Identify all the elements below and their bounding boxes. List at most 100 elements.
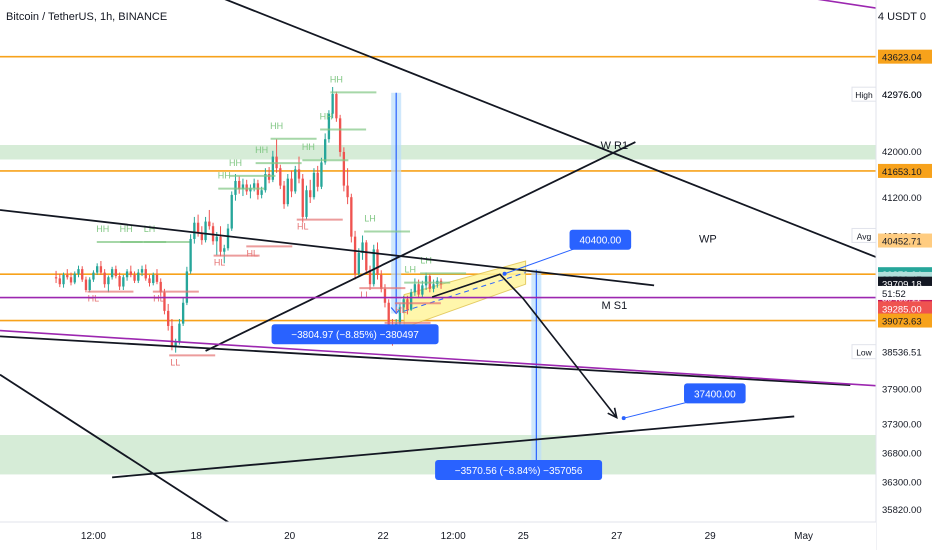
candle[interactable] (77, 265, 80, 278)
trendline-1[interactable] (0, 209, 655, 287)
candle[interactable] (219, 226, 222, 257)
callout-box[interactable] (435, 459, 603, 480)
candle[interactable] (103, 269, 106, 288)
candle[interactable] (346, 168, 349, 205)
candle[interactable] (152, 272, 155, 286)
candle[interactable] (409, 288, 413, 311)
candle[interactable] (241, 178, 245, 197)
candle[interactable] (282, 180, 286, 209)
trendline-3[interactable] (0, 335, 851, 387)
candle[interactable] (234, 174, 237, 201)
price-tag[interactable]: 43623.04 (882, 53, 922, 64)
candle[interactable] (181, 296, 185, 326)
callout-box[interactable] (684, 383, 746, 404)
candle[interactable] (279, 164, 282, 190)
candle[interactable] (353, 230, 357, 280)
candle[interactable] (66, 269, 69, 280)
candle[interactable] (286, 174, 289, 207)
price-tag-bg[interactable] (878, 233, 932, 248)
candle[interactable] (189, 234, 192, 274)
candle[interactable] (118, 272, 121, 290)
trendline-0[interactable] (0, 0, 906, 269)
candle[interactable] (133, 271, 136, 284)
price-tag[interactable]: 39709.18 (882, 280, 922, 291)
candle[interactable] (301, 174, 304, 223)
candle[interactable] (357, 248, 360, 278)
upper-purple-line[interactable] (785, 0, 876, 9)
candle[interactable] (316, 165, 319, 192)
candle[interactable] (342, 147, 346, 192)
candle[interactable] (264, 168, 267, 193)
candle[interactable] (137, 269, 140, 284)
candle[interactable] (249, 184, 252, 199)
candle[interactable] (215, 232, 218, 256)
price-tag[interactable]: 40452.71 (882, 237, 922, 248)
candle[interactable] (312, 168, 316, 200)
candle[interactable] (148, 274, 151, 287)
weekly-support-line[interactable] (0, 329, 876, 387)
candle[interactable] (170, 319, 174, 351)
candle[interactable] (368, 265, 372, 290)
candle[interactable] (144, 264, 147, 281)
candle[interactable] (155, 269, 159, 285)
candle[interactable] (350, 193, 353, 243)
candle[interactable] (62, 272, 65, 288)
candle[interactable] (167, 303, 170, 331)
candle[interactable] (193, 216, 196, 244)
currency-label[interactable]: 4 USDT 0 (878, 11, 926, 23)
price-tag[interactable]: 39073.63 (882, 317, 922, 328)
candle[interactable] (256, 179, 260, 200)
trendline-2[interactable] (205, 141, 636, 352)
candle[interactable] (297, 156, 301, 184)
candle[interactable] (372, 244, 375, 287)
candle[interactable] (424, 272, 428, 290)
candle[interactable] (335, 91, 338, 122)
candle[interactable] (84, 276, 88, 293)
candle[interactable] (88, 277, 91, 293)
candle[interactable] (245, 179, 248, 195)
candle[interactable] (99, 261, 103, 275)
candle[interactable] (204, 216, 207, 243)
candle[interactable] (238, 176, 241, 194)
price-tag-bg[interactable] (878, 313, 932, 328)
projection-path[interactable] (431, 273, 618, 419)
candle[interactable] (223, 244, 226, 264)
callout-box[interactable] (271, 324, 439, 345)
price-tag-bg[interactable] (878, 163, 932, 178)
candle[interactable] (294, 165, 297, 194)
candle[interactable] (159, 278, 162, 296)
candle[interactable] (96, 263, 99, 275)
candle[interactable] (73, 271, 76, 285)
candle[interactable] (290, 170, 293, 198)
candle[interactable] (110, 266, 114, 280)
candle[interactable] (226, 223, 230, 251)
candle[interactable] (413, 278, 417, 296)
candle[interactable] (327, 110, 331, 143)
trendline-4[interactable] (112, 415, 795, 479)
price-tag-bg[interactable] (878, 49, 932, 64)
candle[interactable] (185, 266, 189, 306)
candle[interactable] (338, 114, 342, 157)
candle[interactable] (140, 265, 144, 277)
candle[interactable] (178, 319, 181, 345)
candle[interactable] (406, 295, 409, 315)
candle[interactable] (163, 288, 166, 315)
price-tag-bg[interactable] (878, 301, 932, 316)
candle[interactable] (208, 209, 211, 230)
price-axis[interactable]: 42976.0042000.0041200.0040540.5639790.47… (851, 0, 932, 550)
candle[interactable] (58, 273, 61, 288)
candle[interactable] (81, 266, 84, 282)
candle[interactable] (69, 272, 73, 286)
candle[interactable] (122, 274, 125, 290)
price-tag[interactable]: 41653.10 (882, 167, 922, 178)
candle[interactable] (200, 226, 203, 245)
candle[interactable] (376, 242, 379, 280)
callout-box[interactable] (569, 229, 632, 250)
candle[interactable] (54, 270, 58, 284)
candle[interactable] (309, 179, 312, 203)
candle[interactable] (361, 235, 364, 260)
candle[interactable] (129, 265, 132, 278)
candle[interactable] (365, 240, 368, 274)
candle[interactable] (114, 265, 118, 279)
